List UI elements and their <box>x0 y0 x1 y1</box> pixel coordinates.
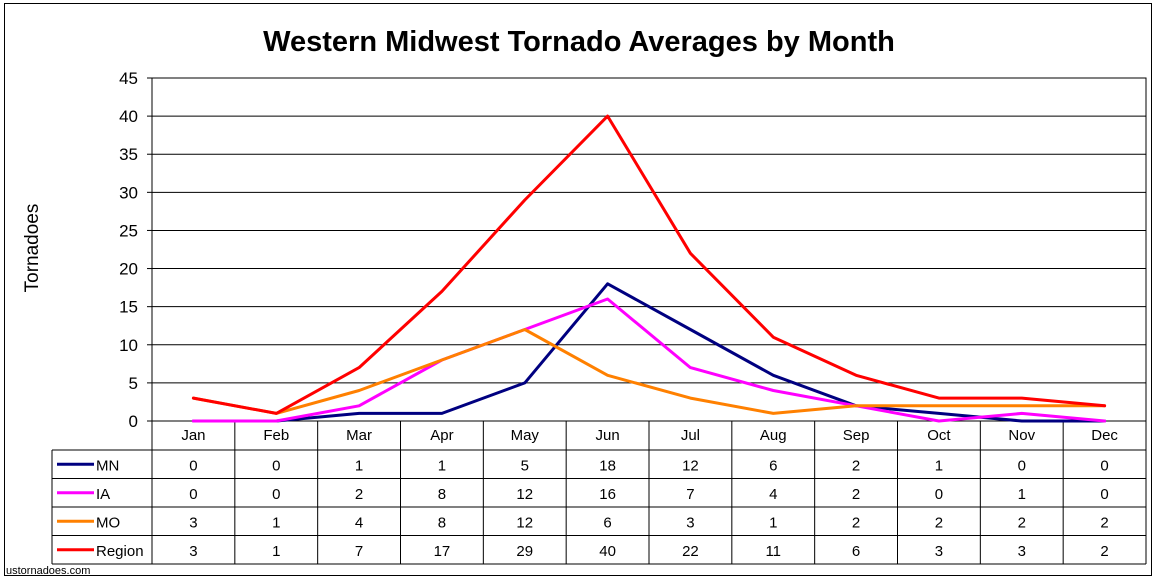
table-cell: 3 <box>1018 543 1026 560</box>
x-tick-label: Sep <box>843 427 870 444</box>
y-tick-label: 5 <box>129 374 138 393</box>
table-cell: 2 <box>935 514 943 531</box>
chart-title: Western Midwest Tornado Averages by Mont… <box>263 26 895 58</box>
table-cell: 3 <box>189 514 197 531</box>
x-tick-label: Nov <box>1008 427 1035 444</box>
table-cell: 4 <box>355 514 363 531</box>
table-cell: 2 <box>852 514 860 531</box>
table-cell: 12 <box>682 457 699 474</box>
table-cell: 0 <box>189 486 197 503</box>
table-cell: 2 <box>355 486 363 503</box>
table-cell: 1 <box>1018 486 1026 503</box>
table-cell: 1 <box>272 543 280 560</box>
x-tick-label: Dec <box>1091 427 1118 444</box>
table-cell: 6 <box>852 543 860 560</box>
x-tick-label: Apr <box>430 427 453 444</box>
table-cell: 3 <box>686 514 694 531</box>
table-cell: 5 <box>521 457 529 474</box>
table-cell: 3 <box>189 543 197 560</box>
table-cell: 0 <box>1100 486 1108 503</box>
y-tick-label: 0 <box>129 412 138 431</box>
table-cell: 2 <box>1100 543 1108 560</box>
x-tick-label: Jun <box>595 427 619 444</box>
table-cell: 1 <box>935 457 943 474</box>
table-cell: 40 <box>599 543 616 560</box>
table-cell: 2 <box>852 457 860 474</box>
y-tick-label: 15 <box>119 298 138 317</box>
x-tick-label: Oct <box>927 427 951 444</box>
x-tick-label: Mar <box>346 427 372 444</box>
series-line-region <box>191 114 1107 415</box>
table-cell: 1 <box>769 514 777 531</box>
table-cell: 0 <box>1100 457 1108 474</box>
table-cell: 7 <box>686 486 694 503</box>
table-cell: 12 <box>516 486 533 503</box>
table-cell: 16 <box>599 486 616 503</box>
table-cell: 7 <box>355 543 363 560</box>
table-cell: 3 <box>935 543 943 560</box>
table-cell: 0 <box>272 457 280 474</box>
legend-label: MN <box>96 457 119 474</box>
y-tick-label: 40 <box>119 107 138 126</box>
x-tick-label: May <box>511 427 540 444</box>
x-tick-label: Jul <box>681 427 700 444</box>
table-cell: 2 <box>852 486 860 503</box>
table-cell: 22 <box>682 543 699 560</box>
table-cell: 0 <box>272 486 280 503</box>
table-cell: 0 <box>189 457 197 474</box>
x-tick-label: Aug <box>760 427 787 444</box>
table-cell: 11 <box>765 543 781 560</box>
table-cell: 1 <box>272 514 280 531</box>
table-cell: 2 <box>1100 514 1108 531</box>
table-cell: 6 <box>769 457 777 474</box>
y-tick-label: 35 <box>119 145 138 164</box>
plot-area <box>152 78 1146 421</box>
chart-frame <box>4 3 1152 576</box>
table-cell: 8 <box>438 514 446 531</box>
table-cell: 29 <box>516 543 533 560</box>
y-tick-label: 30 <box>119 183 138 202</box>
x-tick-label: Feb <box>263 427 289 444</box>
legend-label: Region <box>96 543 144 560</box>
table-cell: 0 <box>1018 457 1026 474</box>
table-cell: 8 <box>438 486 446 503</box>
series-line-ia <box>191 297 1107 423</box>
table-cell: 17 <box>434 543 451 560</box>
legend-label: MO <box>96 514 120 531</box>
source-credit: ustornadoes.com <box>6 565 91 577</box>
table-cell: 0 <box>935 486 943 503</box>
table-cell: 6 <box>603 514 611 531</box>
y-tick-label: 45 <box>119 69 138 88</box>
table-cell: 12 <box>516 514 533 531</box>
series-line-mo <box>191 328 1107 415</box>
x-tick-label: Jan <box>181 427 205 444</box>
series-line-mn <box>191 282 1107 423</box>
legend-label: IA <box>96 486 110 503</box>
table-cell: 4 <box>769 486 777 503</box>
table-cell: 2 <box>1018 514 1026 531</box>
table-cell: 1 <box>355 457 363 474</box>
table-cell: 18 <box>599 457 616 474</box>
table-cell: 1 <box>438 457 446 474</box>
y-tick-label: 25 <box>119 221 138 240</box>
y-tick-label: 10 <box>119 336 138 355</box>
y-tick-label: 20 <box>119 260 138 279</box>
